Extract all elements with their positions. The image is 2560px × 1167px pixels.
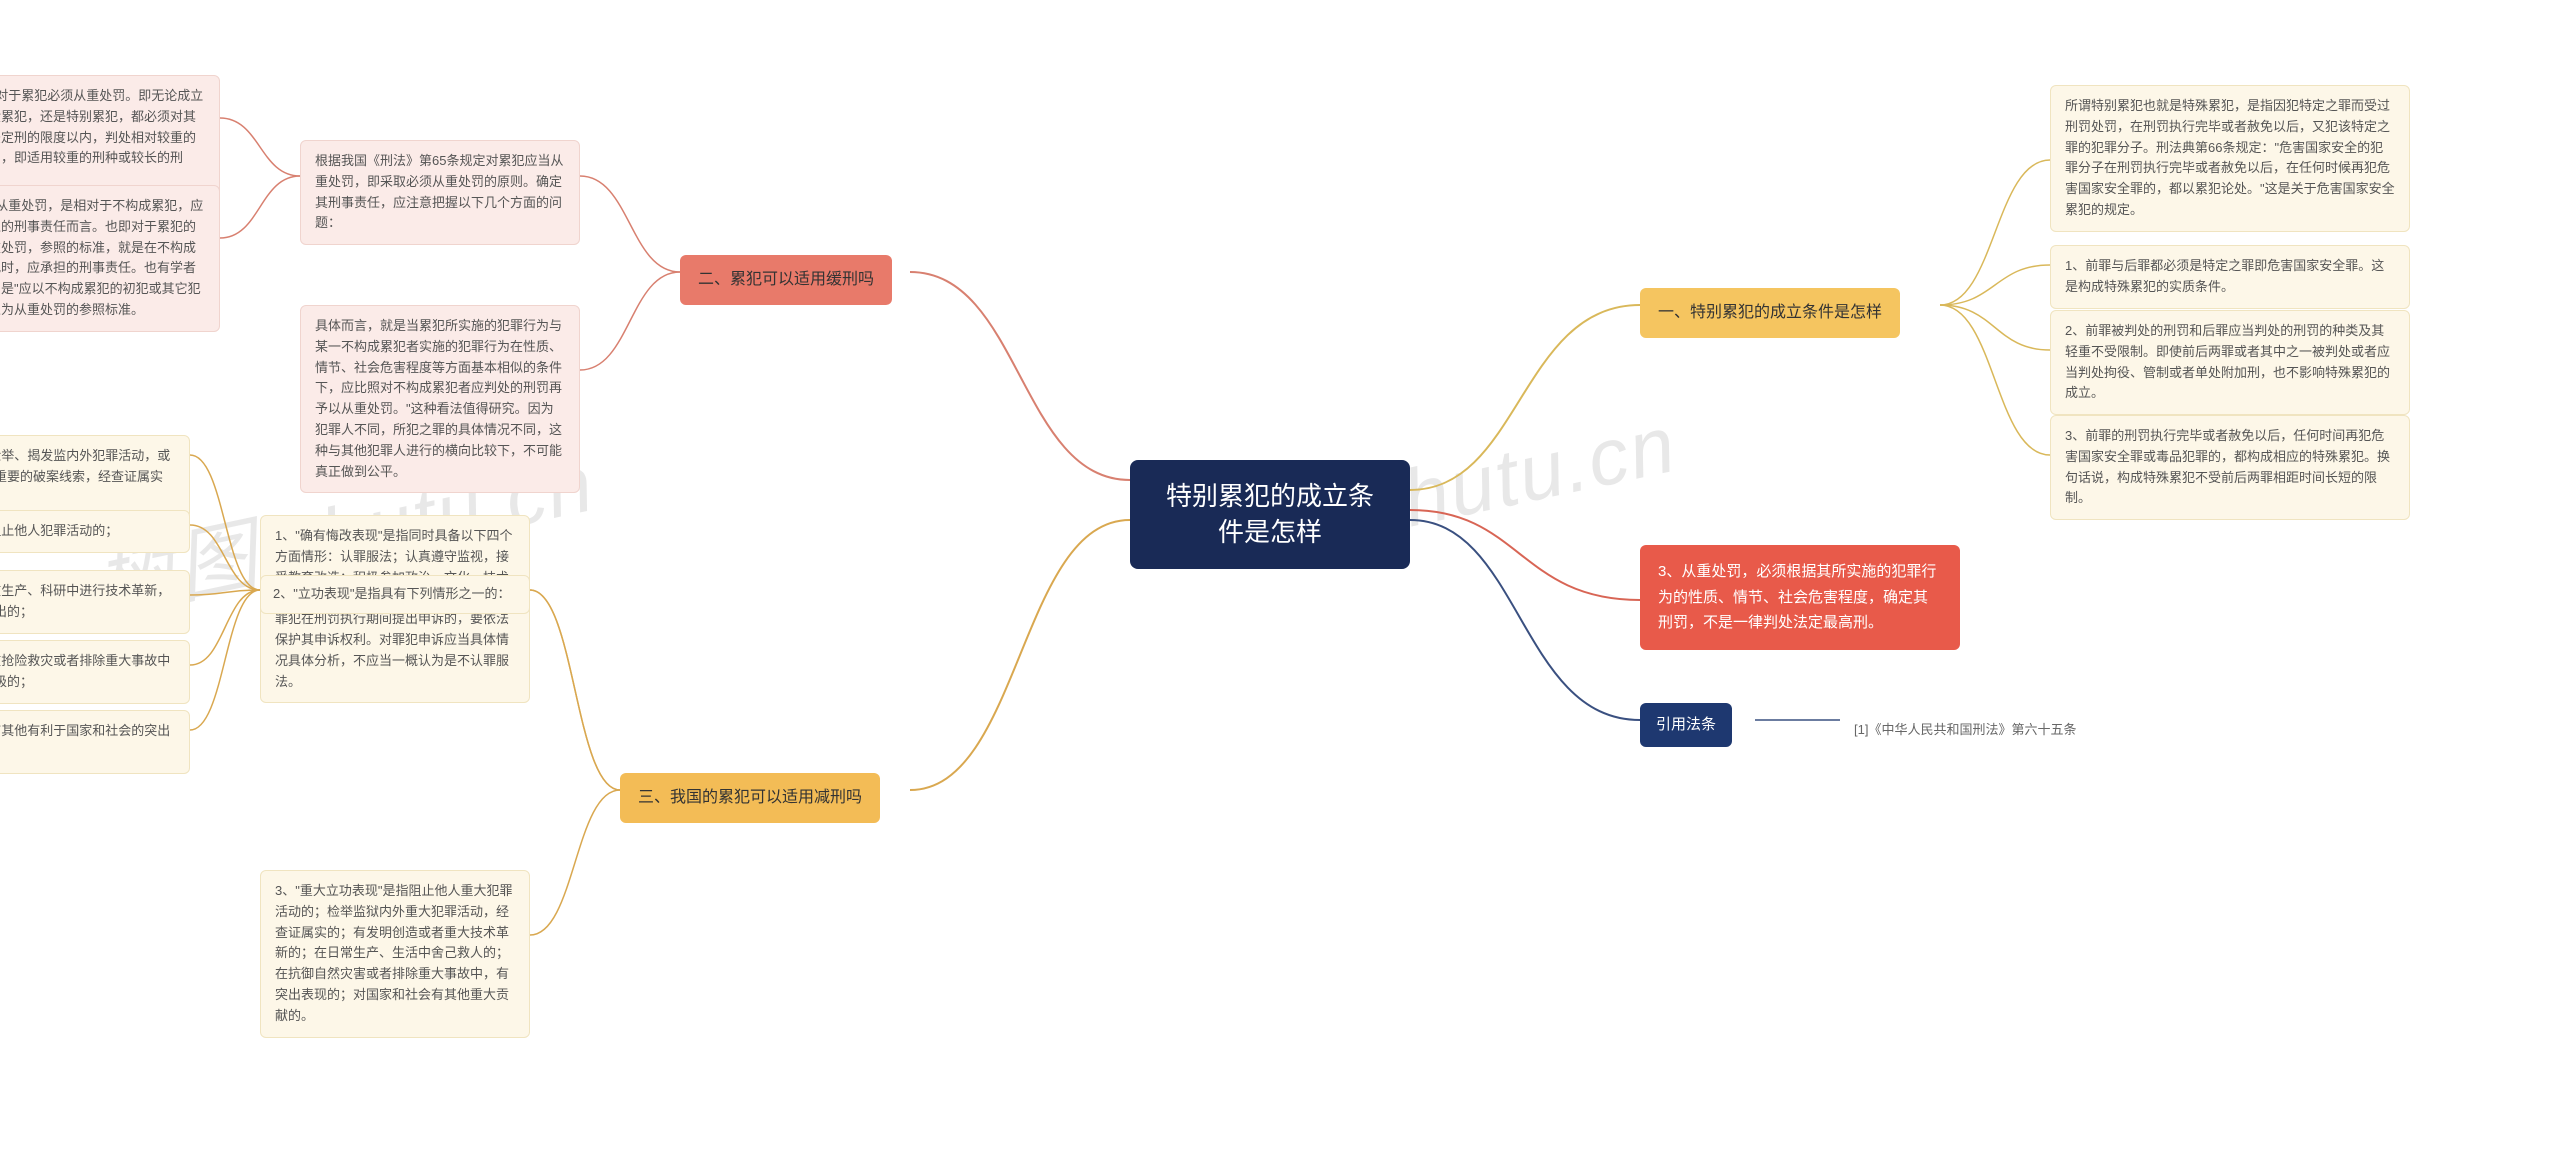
cite-leaf: [1]《中华人民共和国刑法》第六十五条: [1840, 710, 2090, 751]
branch-3-label: 三、我国的累犯可以适用减刑吗: [638, 789, 862, 806]
branch-1-leaf-1: 1、前罪与后罪都必须是特定之罪即危害国家安全罪。这是构成特殊累犯的实质条件。: [2050, 245, 2410, 309]
branch-3-sub2-leaf-0: （1）检举、揭发监内外犯罪活动，或者提供重要的破案线索，经查证属实的；: [0, 435, 190, 519]
root-text: 特别累犯的成立条件是怎样: [1166, 481, 1374, 547]
branch-3-sub2-leaf-1: （2）阻止他人犯罪活动的；: [0, 510, 190, 553]
branch-red: 3、从重处罚，必须根据其所实施的犯罪行为的性质、情节、社会危害程度，确定其刑罚，…: [1640, 545, 1960, 650]
branch-1-leaf-3: 3、前罪的刑罚执行完毕或者赦免以后，任何时间再犯危害国家安全罪或毒品犯罪的，都构…: [2050, 415, 2410, 520]
branch-3-sub2-leaf-2: （3）在生产、科研中进行技术革新，成绩突出的；: [0, 570, 190, 634]
branch-2-sub1: 根据我国《刑法》第65条规定对累犯应当从重处罚，即采取必须从重处罚的原则。确定其…: [300, 140, 580, 245]
branch-2-sub1-leaf-1: 2、从重处罚，是相对于不构成累犯，应承担的刑事责任而言。也即对于累犯的从重处罚，…: [0, 185, 220, 332]
branch-2: 二、累犯可以适用缓刑吗: [680, 255, 892, 305]
branch-cite: 引用法条: [1640, 703, 1732, 747]
branch-1-label: 一、特别累犯的成立条件是怎样: [1658, 304, 1882, 321]
branch-1-leaf-2: 2、前罪被判处的刑罚和后罪应当判处的刑罚的种类及其轻重不受限制。即使前后两罪或者…: [2050, 310, 2410, 415]
branch-3: 三、我国的累犯可以适用减刑吗: [620, 773, 880, 823]
branch-2-sub2: 具体而言，就是当累犯所实施的犯罪行为与某一不构成累犯者实施的犯罪行为在性质、情节…: [300, 305, 580, 493]
branch-2-label: 二、累犯可以适用缓刑吗: [698, 271, 874, 288]
root-node: 特别累犯的成立条件是怎样: [1130, 460, 1410, 569]
branch-cite-label: 引用法条: [1656, 716, 1716, 733]
branch-3-sub2-leaf-3: （4）在抢险救灾或者排除重大事故中表现积极的；: [0, 640, 190, 704]
branch-3-sub2-leaf-4: （5）有其他有利于国家和社会的突出事迹的。: [0, 710, 190, 774]
branch-3-sub2-node: 2、"立功表现"是指具有下列情形之一的：: [260, 575, 530, 614]
branch-1-leaf-0: 所谓特别累犯也就是特殊累犯，是指因犯特定之罪而受过刑罚处罚，在刑罚执行完毕或者赦…: [2050, 85, 2410, 232]
branch-1: 一、特别累犯的成立条件是怎样: [1640, 288, 1900, 338]
branch-3-sub3: 3、"重大立功表现"是指阻止他人重大犯罪活动的；检举监狱内外重大犯罪活动，经查证…: [260, 870, 530, 1038]
branch-2-sub1-leaf-0: 1、对于累犯必须从重处罚。即无论成立一般累犯，还是特别累犯，都必须对其在法定刑的…: [0, 75, 220, 201]
